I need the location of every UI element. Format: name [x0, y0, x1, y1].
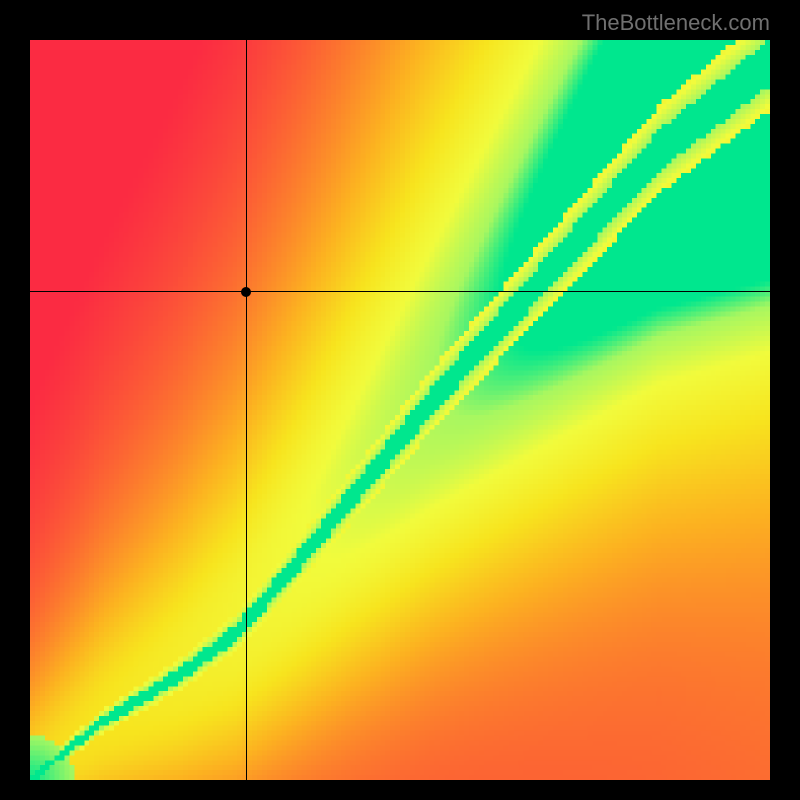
heatmap-canvas [30, 40, 770, 780]
watermark-text: TheBottleneck.com [582, 10, 770, 36]
crosshair-marker [241, 287, 251, 297]
heatmap-plot [30, 40, 770, 780]
crosshair-horizontal [30, 291, 770, 292]
crosshair-vertical [246, 40, 247, 780]
